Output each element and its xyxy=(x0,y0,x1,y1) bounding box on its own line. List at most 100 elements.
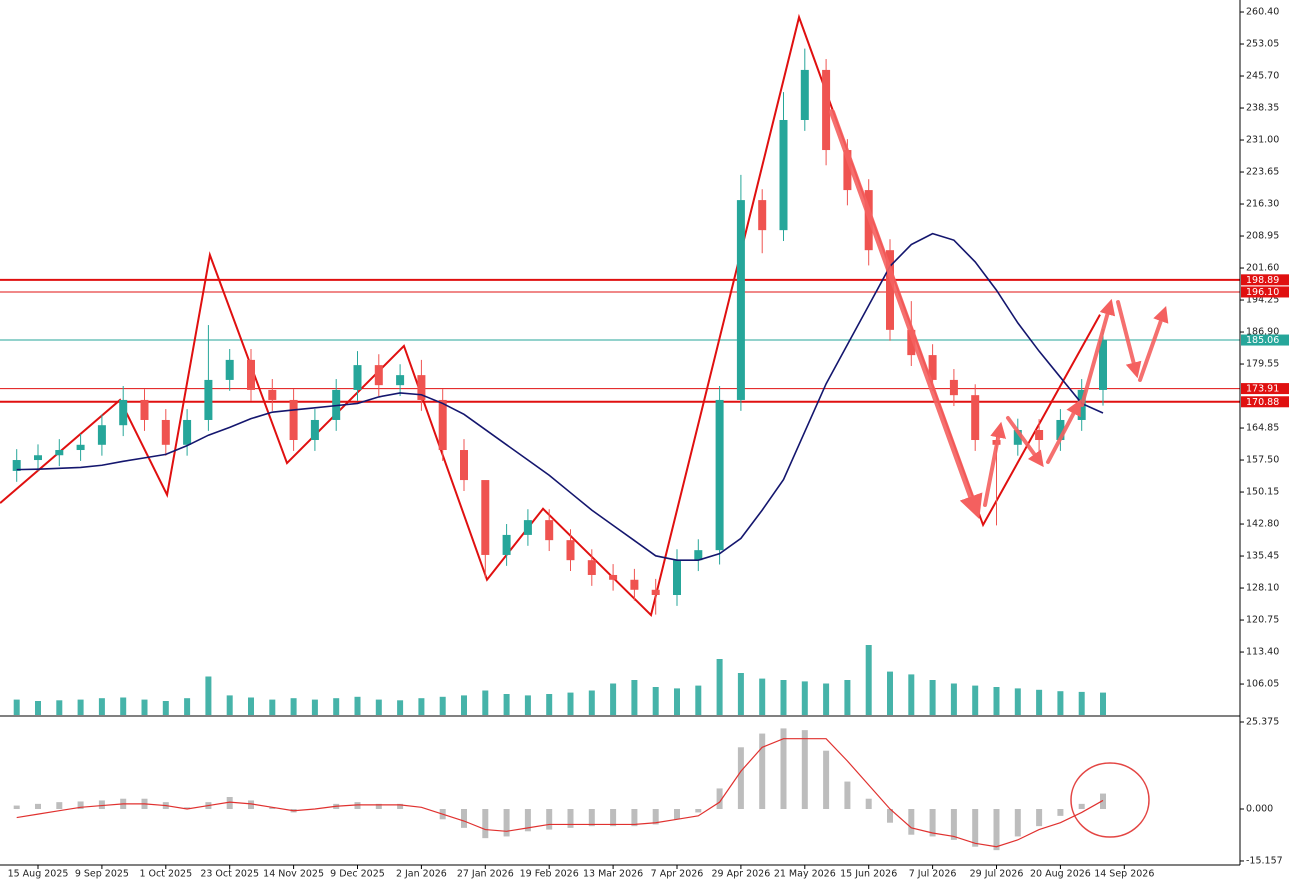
volume-bar xyxy=(1036,689,1043,715)
arrow xyxy=(829,109,983,520)
y-tick-label: 179.55 xyxy=(1246,359,1279,370)
candle-body xyxy=(247,359,255,390)
x-tick-label: 9 Sep 2025 xyxy=(75,869,129,880)
y-tick-label: 128.10 xyxy=(1246,583,1279,594)
macd-bar xyxy=(1014,809,1021,837)
macd-bar xyxy=(823,750,830,810)
candle-body xyxy=(119,399,128,426)
volume-bar xyxy=(1057,691,1064,715)
macd-bar xyxy=(610,809,617,827)
candle-body xyxy=(1099,339,1107,390)
level-label: 173.91 xyxy=(1246,384,1279,395)
macd-bar xyxy=(801,730,808,810)
x-tick-label: 29 Jul 2026 xyxy=(970,869,1024,880)
volume-bar xyxy=(887,671,893,715)
macd-bar xyxy=(567,809,574,828)
macd-bar xyxy=(461,809,467,828)
candle-body xyxy=(822,69,831,151)
candle-body xyxy=(76,444,85,451)
volume-bar xyxy=(269,699,276,715)
candle-body xyxy=(460,450,468,481)
macd-bar xyxy=(77,801,84,810)
volume-bar xyxy=(950,683,957,715)
x-tick-label: 7 Jul 2026 xyxy=(909,869,957,880)
moving-average xyxy=(16,232,1104,561)
level-label-box xyxy=(1241,383,1289,395)
candle-body xyxy=(886,250,894,330)
volume-bar xyxy=(652,687,659,715)
macd-bar xyxy=(13,805,20,810)
x-tick-label: 29 Apr 2026 xyxy=(712,869,771,880)
level-label-box xyxy=(1241,274,1289,286)
macd-bar xyxy=(759,733,766,810)
x-tick-label: 14 Nov 2025 xyxy=(263,869,324,880)
volume-bar xyxy=(333,698,340,715)
macd-bar xyxy=(929,809,936,837)
arrow xyxy=(1080,298,1116,407)
candle-body xyxy=(609,574,618,580)
candle-body xyxy=(630,579,639,590)
candle-body xyxy=(651,589,660,596)
macd-bar xyxy=(737,747,744,810)
volume-bar xyxy=(184,698,191,715)
volume-bar xyxy=(610,683,617,715)
signal-line xyxy=(16,738,1104,848)
candle-body xyxy=(1035,429,1044,441)
x-tick-label: 2 Jan 2026 xyxy=(396,869,447,880)
macd-bar xyxy=(972,809,979,847)
y-tick-label: -15.157 xyxy=(1246,855,1283,866)
candle-body xyxy=(949,379,958,396)
volume-bar xyxy=(439,696,446,715)
y-tick-label: 253.05 xyxy=(1246,39,1279,50)
x-tick-label: 15 Jun 2026 xyxy=(840,869,897,880)
candle-body xyxy=(587,560,596,575)
candle-body xyxy=(161,419,170,445)
volume-bar xyxy=(1014,688,1021,715)
level-label: 196.10 xyxy=(1246,287,1279,298)
macd-bar xyxy=(375,803,382,810)
volume-bar xyxy=(311,699,318,715)
candle-body xyxy=(971,395,980,441)
volume-bar xyxy=(865,645,872,715)
candle-body xyxy=(758,200,767,231)
candle-body xyxy=(715,399,724,551)
candle-body xyxy=(694,550,703,561)
macd-bar xyxy=(35,803,41,810)
volume-bar xyxy=(248,697,254,715)
y-tick-label: 0.000 xyxy=(1246,804,1273,815)
candle-body xyxy=(481,480,490,555)
x-tick-label: 19 Feb 2026 xyxy=(520,869,579,880)
candle-body xyxy=(800,69,809,120)
y-tick-label: 201.60 xyxy=(1246,263,1279,274)
y-tick-label: 245.70 xyxy=(1246,71,1279,82)
macd-bar xyxy=(950,809,957,840)
x-tick-label: 9 Dec 2025 xyxy=(330,869,385,880)
volume-bar xyxy=(482,690,489,715)
volume-bar xyxy=(780,680,787,715)
y-tick-label: 260.40 xyxy=(1246,7,1279,18)
macd-bar xyxy=(1078,803,1085,810)
x-tick-label: 27 Jan 2026 xyxy=(457,869,514,880)
y-tick-label: 113.40 xyxy=(1246,647,1279,658)
volume-bar xyxy=(737,673,744,715)
y-tick-label: 208.95 xyxy=(1246,231,1279,242)
volume-bar xyxy=(546,694,553,715)
candle-body xyxy=(502,534,511,555)
volume-bar xyxy=(844,680,851,715)
candle-body xyxy=(310,419,319,441)
macd-bar xyxy=(695,809,702,813)
volume-bar xyxy=(1100,692,1106,715)
y-tick-label: 120.75 xyxy=(1246,615,1279,626)
y-tick-label: 186.90 xyxy=(1246,327,1279,338)
volume-bar xyxy=(77,699,84,715)
volume-bar xyxy=(993,687,1000,715)
macd-bar xyxy=(993,809,1000,851)
candle-body xyxy=(140,399,149,420)
volume-bar xyxy=(226,695,233,715)
arrow xyxy=(1116,300,1142,379)
macd-bar xyxy=(354,802,361,810)
macd-bar xyxy=(674,809,680,820)
volume-bar xyxy=(375,699,382,715)
level-label: 170.88 xyxy=(1246,397,1279,408)
volume-bar xyxy=(674,688,680,715)
